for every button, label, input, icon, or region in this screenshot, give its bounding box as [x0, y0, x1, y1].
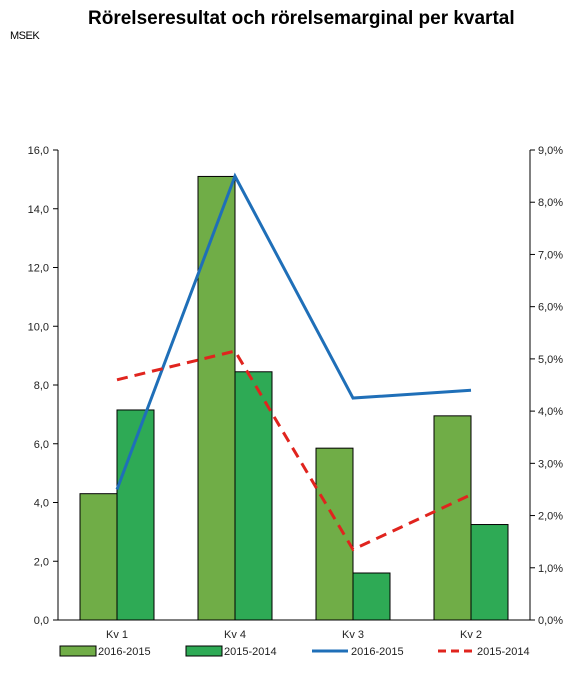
legend-swatch-bar-2 [185, 645, 223, 657]
bar-2-2 [234, 371, 273, 621]
right-tick-label: 7,0% [538, 249, 563, 261]
bar-1-4 [433, 415, 472, 621]
left-tick-label: 6,0 [34, 439, 49, 451]
chart-title: Rörelseresultat och rörelsemarginal per … [88, 8, 515, 29]
right-tick-label: 5,0% [538, 354, 563, 366]
right-tick-label: 3,0% [538, 458, 563, 470]
bar-2-3 [352, 572, 391, 621]
legend-label: 2016-2015 [351, 646, 404, 658]
left-tick-label: 2,0 [34, 556, 49, 568]
left-tick-label: 4,0 [34, 498, 49, 510]
legend-label: 2015-2014 [477, 646, 530, 658]
left-tick-label: 8,0 [34, 380, 49, 392]
right-tick-label: 9,0% [538, 145, 563, 157]
x-tick-label: Kv 4 [224, 629, 246, 641]
left-tick-label: 14,0 [28, 204, 49, 216]
x-tick-label: Kv 2 [460, 629, 482, 641]
right-tick-label: 6,0% [538, 302, 563, 314]
x-tick-label: Kv 3 [342, 629, 364, 641]
right-tick-label: 8,0% [538, 197, 563, 209]
right-tick-label: 1,0% [538, 563, 563, 575]
left-tick-label: 0,0 [34, 615, 49, 627]
unit-label: MSEK [10, 30, 40, 42]
line-series-1 [115, 172, 472, 490]
left-tick-label: 10,0 [28, 321, 49, 333]
bar-1-2 [197, 175, 236, 621]
right-tick-label: 4,0% [538, 406, 563, 418]
legend-label: 2015-2014 [224, 646, 277, 658]
left-tick-label: 16,0 [28, 145, 49, 157]
left-tick-label: 12,0 [28, 263, 49, 275]
bar-2-4 [470, 524, 509, 621]
line-series-2 [116, 349, 472, 552]
bar-1-1 [79, 493, 118, 621]
x-tick-label: Kv 1 [106, 629, 128, 641]
bar-1-3 [315, 447, 354, 621]
legend-swatch-bar-1 [59, 645, 97, 657]
legend-label: 2016-2015 [98, 646, 151, 658]
right-tick-label: 0,0% [538, 615, 563, 627]
right-tick-label: 2,0% [538, 511, 563, 523]
bar-2-1 [116, 409, 155, 621]
